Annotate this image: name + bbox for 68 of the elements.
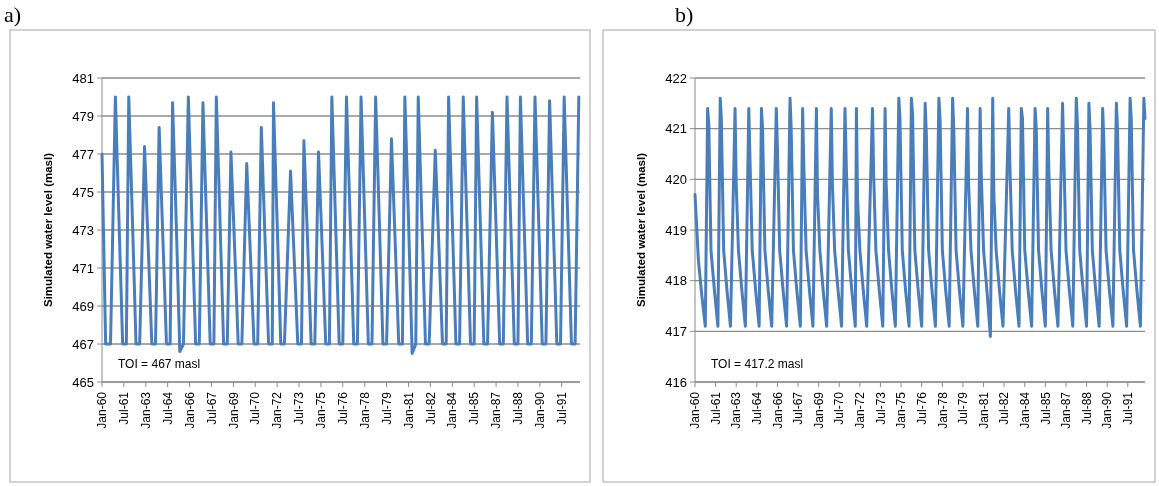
x-tick-label: Jan-63 bbox=[729, 391, 744, 429]
x-tick-label: Jan-69 bbox=[811, 391, 826, 429]
x-tick-label: Jul-82 bbox=[997, 391, 1012, 425]
y-tick-label: 417 bbox=[665, 323, 687, 339]
x-tick-label: Jan-72 bbox=[270, 391, 285, 429]
x-tick-label: Jul-61 bbox=[708, 391, 723, 425]
x-tick-label: Jan-90 bbox=[533, 391, 548, 429]
y-tick-label: 420 bbox=[665, 171, 687, 187]
y-tick-label: 477 bbox=[72, 146, 94, 162]
x-tick-label: Jan-81 bbox=[401, 391, 416, 429]
chart-title: a) bbox=[4, 2, 22, 27]
x-tick-label: Jan-78 bbox=[935, 391, 950, 429]
x-tick-label: Jan-75 bbox=[894, 391, 909, 429]
line-series bbox=[100, 95, 581, 355]
x-tick-label: Jan-66 bbox=[182, 391, 197, 429]
y-tick-label: 465 bbox=[72, 374, 94, 390]
x-tick-label: Jan-81 bbox=[976, 391, 991, 429]
x-tick-label: Jul-61 bbox=[117, 391, 132, 425]
x-tick-label: Jul-67 bbox=[791, 391, 806, 425]
x-tick-label: Jan-60 bbox=[688, 391, 703, 429]
y-tick-label: 479 bbox=[72, 108, 94, 124]
x-tick-label: Jul-64 bbox=[750, 391, 765, 425]
x-tick-label: Jul-79 bbox=[956, 391, 971, 425]
y-tick-label: 473 bbox=[72, 222, 94, 238]
y-axis-title: Simulated water level (masl) bbox=[42, 152, 54, 308]
y-tick-label: 418 bbox=[665, 273, 687, 289]
y-tick-label: 419 bbox=[665, 222, 687, 238]
line-series bbox=[693, 96, 1147, 338]
x-tick-label: Jan-60 bbox=[95, 391, 110, 429]
x-tick-label: Jul-73 bbox=[873, 391, 888, 425]
x-tick-label: Jul-76 bbox=[336, 391, 350, 425]
y-tick-label: 416 bbox=[665, 374, 687, 390]
x-tick-label: Jan-90 bbox=[1100, 391, 1115, 429]
x-tick-label: Jul-67 bbox=[204, 391, 219, 425]
x-tick-label: Jan-75 bbox=[314, 391, 329, 429]
x-tick-label: Jan-87 bbox=[489, 391, 504, 429]
x-tick-label: Jan-69 bbox=[226, 391, 241, 429]
x-tick-label: Jul-91 bbox=[1120, 391, 1135, 425]
x-tick-label: Jul-73 bbox=[292, 391, 307, 425]
x-tick-label: Jan-78 bbox=[357, 391, 372, 429]
x-tick-label: Jul-70 bbox=[248, 391, 263, 425]
x-tick-label: Jul-70 bbox=[832, 391, 847, 425]
x-tick-label: Jul-85 bbox=[1038, 391, 1053, 425]
x-tick-label: Jan-63 bbox=[139, 391, 153, 429]
x-tick-label: Jan-72 bbox=[853, 391, 868, 429]
annotation: TOI = 417.2 masl bbox=[711, 357, 804, 371]
annotation: TOI = 467 masl bbox=[118, 357, 201, 371]
x-tick-label: Jul-76 bbox=[914, 391, 929, 425]
y-tick-label: 481 bbox=[72, 70, 94, 86]
x-tick-label: Jan-84 bbox=[445, 391, 460, 429]
y-tick-label: 467 bbox=[72, 336, 94, 352]
x-tick-label: Jan-84 bbox=[1017, 391, 1032, 429]
x-tick-label: Jul-91 bbox=[554, 391, 569, 425]
chart-title: b) bbox=[675, 2, 694, 27]
x-tick-label: Jul-88 bbox=[511, 391, 526, 425]
y-axis-title: Simulated water level (masl) bbox=[635, 152, 647, 308]
x-tick-label: Jan-87 bbox=[1059, 391, 1074, 429]
y-tick-label: 422 bbox=[665, 70, 687, 86]
y-tick-label: 471 bbox=[72, 260, 94, 276]
y-tick-label: 475 bbox=[72, 184, 94, 200]
x-tick-label: Jul-64 bbox=[160, 391, 175, 425]
x-tick-label: Jul-79 bbox=[379, 391, 394, 425]
x-tick-label: Jul-85 bbox=[467, 391, 482, 425]
y-tick-label: 469 bbox=[72, 298, 94, 314]
x-tick-label: Jul-88 bbox=[1079, 391, 1094, 425]
x-tick-label: Jul-82 bbox=[423, 391, 438, 425]
y-tick-label: 421 bbox=[665, 121, 687, 137]
x-tick-label: Jan-66 bbox=[770, 391, 785, 429]
